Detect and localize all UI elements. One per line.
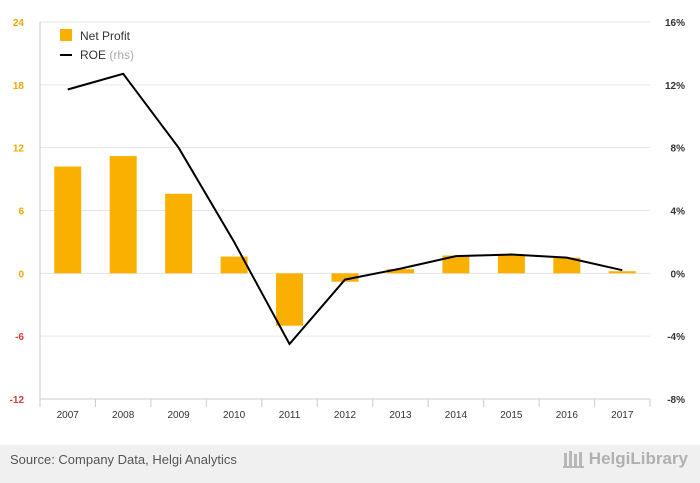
bar (54, 166, 82, 274)
y-left-tick-label: 24 (13, 18, 25, 29)
x-tick-label: 2015 (500, 410, 523, 421)
x-tick-label: 2010 (223, 410, 246, 421)
y-left-tick-label: -6 (15, 332, 24, 343)
brand-logo[interactable]: HelgiLibrary (562, 449, 688, 469)
bar (276, 273, 304, 326)
chart: -12 -8% -6 -4% 0 0% 6 4% 12 8% 18 12% 24 16% 2007 2008 2… (10, 18, 686, 421)
helgi-library-logo-icon (562, 451, 584, 468)
x-tick-label: 2016 (556, 410, 579, 421)
y-left-tick-label: 12 (13, 144, 25, 155)
x-tick-label: 2013 (389, 410, 412, 421)
bar (442, 255, 470, 274)
bar (386, 269, 414, 274)
brand-text: HelgiLibrary (588, 449, 688, 468)
y-right-tick-label: -4% (667, 332, 685, 343)
footer: Source: Company Data, Helgi Analytics He… (0, 445, 700, 483)
legend-label-roe-suffix: (rhs) (109, 48, 134, 62)
bar (497, 254, 525, 274)
legend-label-roe: ROE (rhs) (80, 48, 134, 62)
x-tick-label: 2007 (57, 410, 80, 421)
y-right-tick-label: 0% (671, 269, 686, 280)
bar (109, 156, 137, 274)
y-right-tick-label: 12% (665, 81, 685, 92)
y-left-tick-label: 0 (18, 269, 24, 280)
legend-label-net-profit: Net Profit (80, 29, 131, 43)
bar (220, 256, 248, 274)
source-text: Source: Company Data, Helgi Analytics (10, 452, 237, 467)
x-tick-label: 2017 (611, 410, 634, 421)
bar (331, 273, 359, 282)
y-left-tick-label: 18 (13, 81, 25, 92)
x-tick-label: 2011 (279, 410, 301, 421)
y-right-tick-label: 4% (671, 207, 686, 218)
x-tick-label: 2014 (445, 410, 468, 421)
y-right-tick-label: 8% (671, 144, 686, 155)
x-tick-label: 2008 (112, 410, 135, 421)
bar (608, 271, 636, 274)
roe-line (67, 72, 623, 346)
y-left-tick-label: 6 (18, 207, 24, 218)
x-tick-label: 2012 (334, 410, 357, 421)
bar (165, 193, 193, 274)
y-right-tick-label: 16% (665, 18, 685, 29)
y-left-tick-label: -12 (10, 395, 25, 406)
y-right-tick-label: -8% (667, 395, 685, 406)
bar (553, 257, 581, 274)
legend-swatch-net-profit (60, 29, 72, 41)
x-tick-label: 2009 (168, 410, 191, 421)
